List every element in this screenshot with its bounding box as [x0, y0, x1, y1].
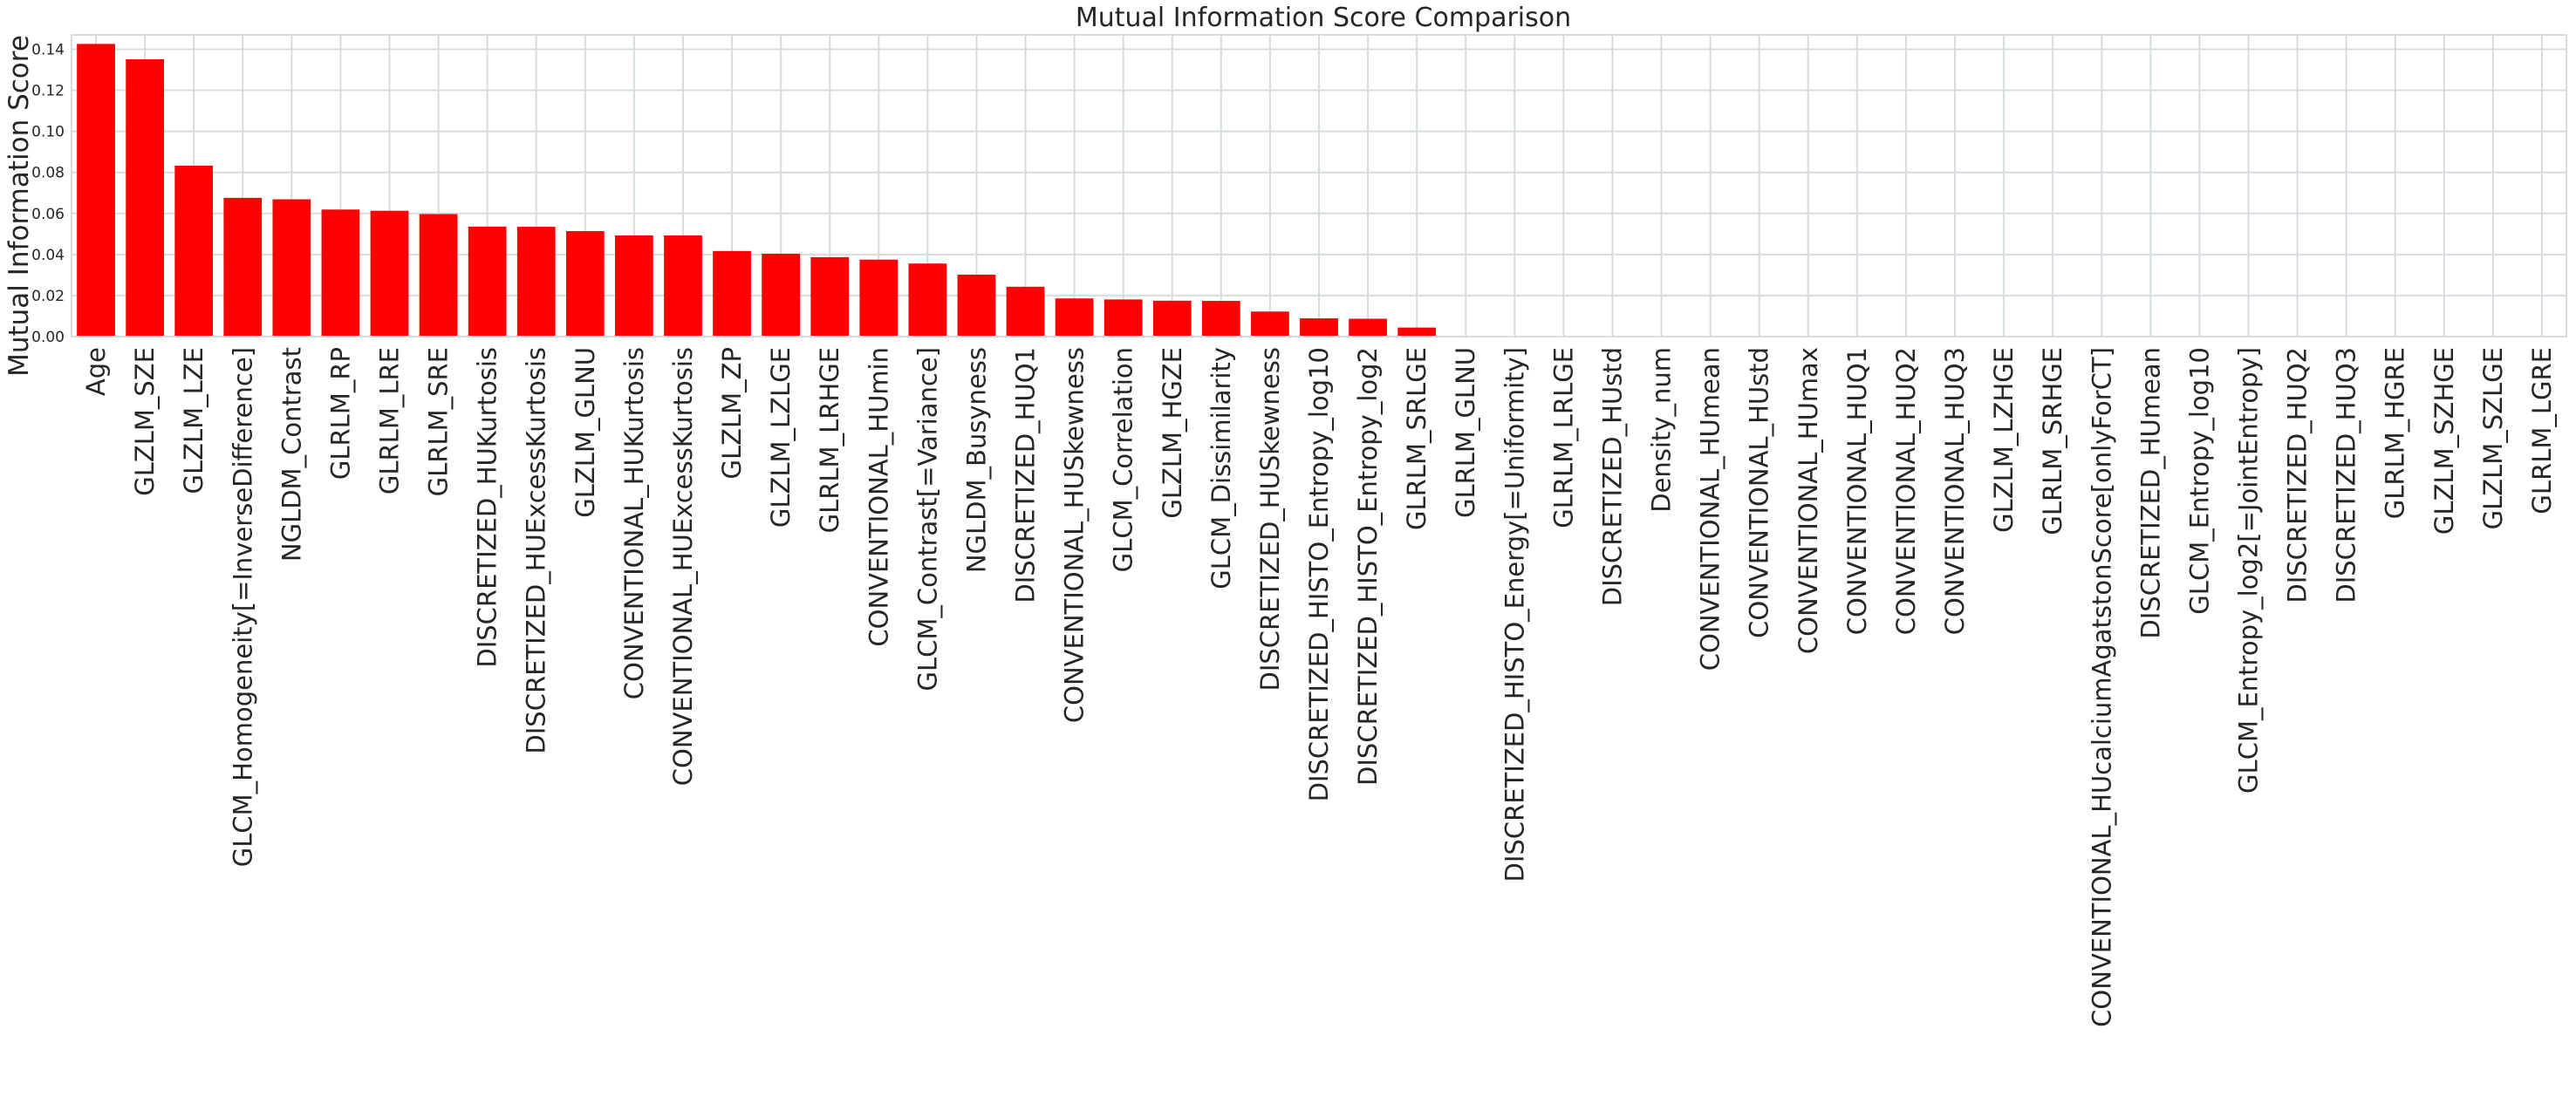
bar: [370, 210, 409, 337]
x-tick-label: GLZLM_GLNU: [571, 347, 600, 518]
x-gridlines: [95, 35, 2543, 337]
x-tick-label: GLRLM_SRE: [424, 347, 454, 496]
x-tick-label: GLRLM_SRHGE: [2038, 347, 2067, 535]
x-tick-label: DISCRETIZED_HISTO_Energy[=Uniformity]: [1500, 347, 1529, 882]
x-tick-label: GLRLM_SRLGE: [1402, 347, 1431, 530]
x-tick-labels: Age GLZLM_SZE GLZLM_LZE GLCM_Homogeneity[=I…: [81, 347, 2557, 1027]
bar: [1300, 318, 1338, 337]
bar: [272, 199, 311, 337]
x-tick-label: Density_num: [1647, 347, 1677, 513]
x-tick-label: GLZLM_SZHGE: [2429, 347, 2459, 535]
y-tick-label: 0.06: [31, 206, 65, 223]
x-tick-label: DISCRETIZED_HUQ1: [1011, 347, 1041, 603]
y-tick-label: 0.04: [31, 247, 65, 264]
x-tick-label: GLRLM_LRHGE: [815, 347, 844, 533]
bar: [1201, 301, 1240, 337]
x-tick-label: GLZLM_LZHGE: [1989, 347, 2019, 533]
bars: [77, 44, 1437, 337]
plot-frame: [71, 34, 2567, 337]
x-tick-label: GLZLM_LZLGE: [766, 347, 796, 528]
bar: [1251, 311, 1289, 337]
bar: [1397, 327, 1437, 337]
bar: [126, 59, 164, 337]
x-tick-label: Age: [81, 347, 111, 396]
bar: [1055, 298, 1094, 337]
bar: [174, 165, 214, 337]
bar: [664, 235, 702, 337]
x-tick-label: DISCRETIZED_HUQ2: [2283, 347, 2313, 603]
bar: [1349, 318, 1387, 337]
x-tick-label: DISCRETIZED_HISTO_Entropy_log2: [1353, 347, 1383, 786]
x-tick-label: GLZLM_LZE: [179, 347, 208, 494]
bar: [223, 197, 263, 337]
bar: [1152, 300, 1192, 337]
bar: [321, 209, 360, 337]
x-tick-label: CONVENTIONAL_HUQ1: [1842, 347, 1872, 635]
y-tick-label: 0.14: [31, 41, 65, 58]
y-tick-label: 0.02: [31, 288, 65, 305]
x-tick-label: DISCRETIZED_HUQ3: [2332, 347, 2361, 603]
bar: [859, 259, 899, 337]
bar: [908, 263, 947, 337]
x-tick-label: CONVENTIONAL_HUstd: [1745, 347, 1774, 638]
x-tick-label: DISCRETIZED_HUSkewness: [1255, 347, 1285, 692]
x-tick-label: GLCM_Homogeneity[=InverseDifference]: [228, 347, 257, 867]
x-tick-label: GLRLM_RP: [325, 347, 355, 480]
x-tick-label: DISCRETIZED_HUExcessKurtosis: [522, 347, 551, 754]
x-tick-label: DISCRETIZED_HUKurtosis: [473, 347, 502, 668]
x-tick-label: GLCM_Dissimilarity: [1206, 347, 1236, 589]
x-tick-label: GLCM_Entropy_log10: [2184, 347, 2214, 615]
bar: [1006, 286, 1045, 337]
y-tick-labels: 0.00 0.02 0.04 0.06 0.08 0.10 0.12 0.14: [31, 41, 65, 346]
bar: [468, 226, 507, 337]
y-tick-label: 0.00: [31, 329, 65, 346]
y-tick-label: 0.08: [31, 165, 65, 182]
x-tick-label: GLZLM_ZP: [717, 347, 747, 480]
bar: [1104, 299, 1143, 337]
x-tick-label: GLZLM_SZE: [130, 347, 160, 496]
x-tick-label: GLZLM_SZLGE: [2478, 347, 2508, 529]
x-tick-label: GLCM_Entropy_log2[=JointEntropy]: [2233, 347, 2263, 794]
bar: [419, 214, 458, 337]
chart-title: Mutual Information Score Comparison: [1076, 3, 1571, 33]
plot-area: [71, 34, 2567, 337]
x-tick-label: GLCM_Correlation: [1109, 347, 1138, 572]
x-tick-label: CONVENTIONAL_HUSkewness: [1060, 347, 1090, 723]
x-tick-label: DISCRETIZED_HUstd: [1597, 347, 1627, 606]
bar: [810, 256, 850, 337]
bar: [77, 44, 115, 337]
x-tick-label: GLRLM_LGRE: [2527, 347, 2557, 515]
x-tick-label: CONVENTIONAL_HUcalciumAgatstonScore[only…: [2087, 347, 2116, 1027]
x-tick-label: NGLDM_Contrast: [277, 347, 306, 562]
bar: [762, 253, 801, 337]
bar: [713, 250, 751, 337]
x-tick-label: CONVENTIONAL_HUKurtosis: [619, 347, 649, 699]
x-tick-label: DISCRETIZED_HUmean: [2135, 347, 2165, 639]
bar: [565, 231, 605, 337]
bar: [516, 227, 556, 337]
x-tick-label: CONVENTIONAL_HUmean: [1696, 347, 1725, 671]
x-tick-label: GLRLM_LRLGE: [1548, 347, 1578, 528]
x-tick-label: GLRLM_LRE: [375, 347, 405, 494]
x-tick-label: CONVENTIONAL_HUQ2: [1891, 347, 1921, 635]
x-tick-label: CONVENTIONAL_HUmin: [864, 347, 893, 647]
x-tick-label: DISCRETIZED_HISTO_Entropy_log10: [1304, 347, 1334, 801]
x-tick-label: CONVENTIONAL_HUmax: [1794, 347, 1823, 654]
x-tick-label: NGLDM_Busyness: [961, 347, 991, 573]
y-axis-label: Mutual Information Score: [3, 35, 35, 377]
x-tick-label: GLRLM_GLNU: [1451, 347, 1480, 518]
x-tick-label: GLRLM_HGRE: [2381, 347, 2410, 519]
y-tick-label: 0.12: [31, 83, 65, 100]
x-tick-label: GLCM_Contrast[=Variance]: [912, 347, 942, 692]
y-tick-label: 0.10: [31, 124, 65, 141]
x-tick-label: GLZLM_HGZE: [1158, 347, 1187, 519]
x-tick-label: CONVENTIONAL_HUQ3: [1940, 347, 1970, 635]
x-tick-label: CONVENTIONAL_HUExcessKurtosis: [668, 347, 698, 786]
bar: [957, 274, 996, 337]
bar: [615, 235, 653, 337]
